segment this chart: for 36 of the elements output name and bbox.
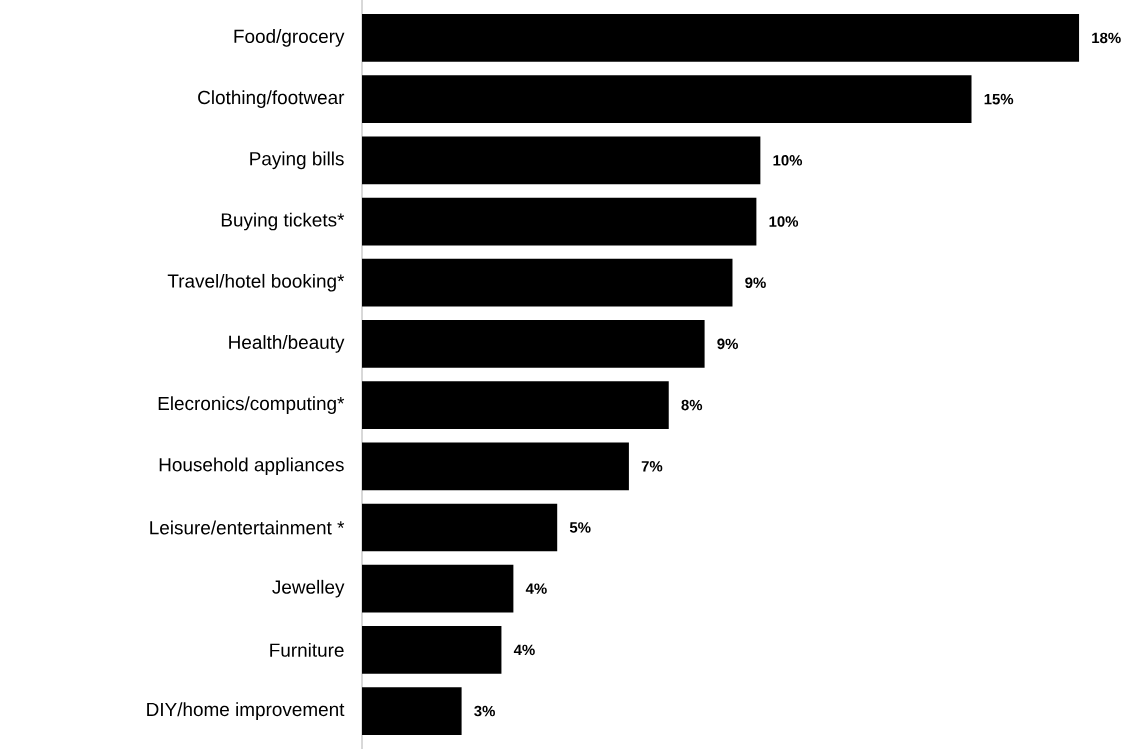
- y-tick-label: Paying bills: [250, 151, 344, 170]
- y-tick-label: Household appliances: [159, 457, 344, 476]
- y-tick-label: Food/grocery: [234, 29, 345, 47]
- bar: [362, 442, 629, 491]
- bar: [362, 136, 761, 185]
- bar: [362, 320, 705, 368]
- data-label: 10%: [769, 216, 799, 227]
- data-label: 4%: [525, 583, 547, 594]
- y-tick-label: Elecronics/computing*: [158, 396, 345, 414]
- bar: [362, 626, 502, 674]
- bar: [362, 503, 558, 552]
- y-tick-label: Travel/hotel booking*: [167, 273, 345, 292]
- data-label: 18%: [1092, 32, 1121, 44]
- bar: [362, 14, 1080, 62]
- bar: [362, 197, 757, 246]
- y-tick-label: Clothing/footwear: [198, 90, 345, 108]
- data-label: 9%: [717, 338, 738, 350]
- y-tick-label: Leisure/entertainment *: [150, 520, 345, 535]
- y-tick-label: Furniture: [270, 642, 344, 657]
- data-label: 15%: [984, 93, 1014, 105]
- data-label: 5%: [569, 522, 591, 533]
- y-tick-label: Health/beauty: [229, 335, 345, 353]
- data-label: 7%: [641, 461, 663, 472]
- bar: [362, 75, 972, 123]
- bar: [362, 687, 462, 735]
- bar: [362, 258, 733, 307]
- data-label: 4%: [513, 644, 535, 656]
- data-label: 3%: [474, 705, 495, 717]
- bar: [362, 381, 669, 429]
- y-tick-label: Buying tickets*: [221, 212, 345, 231]
- y-tick-label: DIY/home improvement: [147, 702, 345, 720]
- y-tick-label: Jewelley: [272, 579, 345, 598]
- data-label: 8%: [681, 399, 703, 411]
- bar: [362, 564, 514, 613]
- data-label: 10%: [773, 155, 803, 166]
- data-label: 9%: [745, 277, 766, 288]
